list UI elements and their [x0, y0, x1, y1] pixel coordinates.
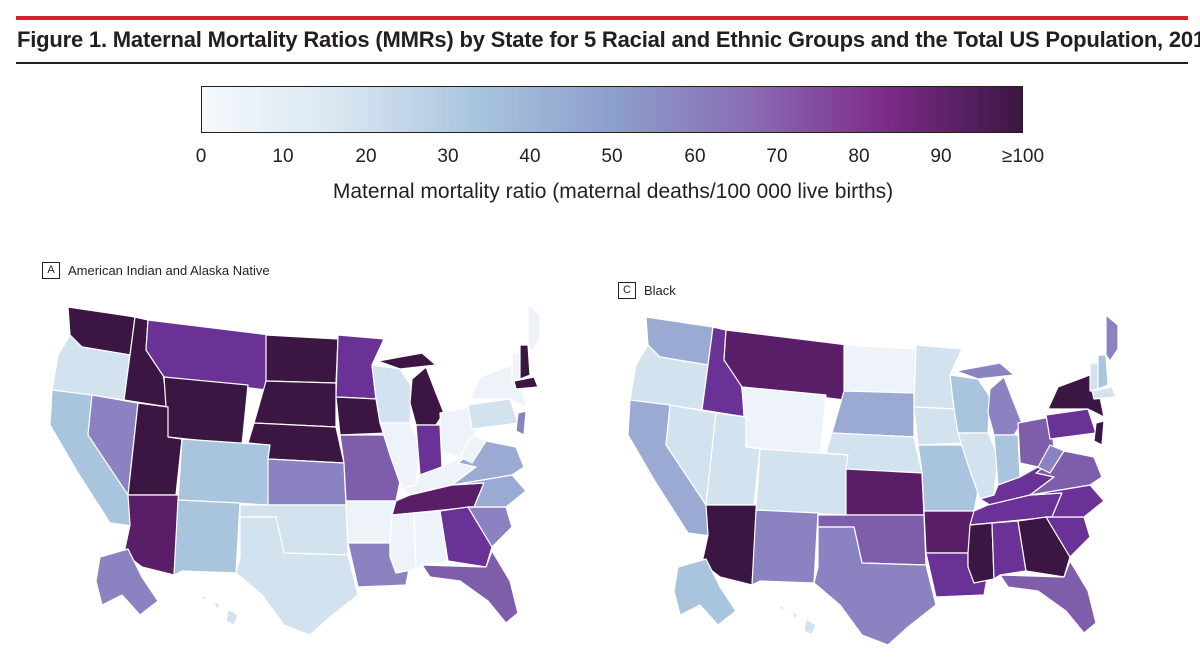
state-wy — [741, 386, 827, 456]
scale-tick-label: 40 — [519, 146, 541, 167]
state-ak — [95, 548, 159, 616]
color-scale-bar — [201, 86, 1023, 133]
state-pa — [467, 398, 519, 430]
state-hi — [199, 594, 239, 626]
scale-tick-label: 80 — [848, 146, 870, 167]
state-in — [415, 424, 443, 476]
state-wv — [459, 434, 487, 464]
state-wv — [1037, 444, 1065, 474]
us-map-american-indian-alaska-native — [49, 304, 540, 635]
figure-title: Figure 1. Maternal Mortality Ratios (MMR… — [17, 27, 1200, 52]
state-pa — [1045, 408, 1097, 440]
state-ar — [923, 510, 975, 554]
state-nh — [1097, 354, 1109, 390]
state-ks — [845, 468, 925, 516]
state-co — [177, 438, 271, 506]
state-va — [451, 440, 525, 486]
header-accent-bar — [16, 16, 1188, 20]
state-fl — [999, 560, 1097, 634]
state-nm — [751, 509, 819, 586]
state-ar — [345, 500, 397, 544]
state-nm — [173, 499, 241, 576]
state-ms — [389, 512, 417, 574]
state-sd — [253, 380, 337, 428]
state-tx — [813, 526, 937, 645]
state-ga — [439, 506, 493, 568]
scale-tick-label: 60 — [684, 146, 706, 167]
panel-a-letter: A — [42, 262, 60, 279]
panel-a-label: A American Indian and Alaska Native — [42, 262, 270, 279]
state-wi — [371, 364, 413, 424]
state-ma — [1091, 386, 1117, 400]
us-map-black — [627, 314, 1118, 645]
scale-tick-label: 90 — [930, 146, 952, 167]
state-nd — [265, 334, 339, 384]
state-me — [1105, 314, 1118, 362]
state-nh — [519, 344, 531, 380]
state-wi — [949, 374, 991, 434]
state-nj — [1093, 420, 1105, 446]
panel-c-label: C Black — [618, 282, 676, 299]
state-nd — [843, 344, 917, 394]
state-hi — [777, 604, 817, 636]
state-al — [413, 510, 449, 570]
state-nc — [1029, 484, 1105, 518]
state-ma — [513, 376, 539, 390]
panel-c-title: Black — [644, 283, 676, 298]
scale-tick-label: 50 — [601, 146, 623, 167]
panel-a-title: American Indian and Alaska Native — [68, 263, 270, 278]
scale-tick-label: 10 — [272, 146, 294, 167]
color-scale-title: Maternal mortality ratio (maternal death… — [332, 180, 894, 203]
state-sd — [831, 390, 915, 438]
state-ms — [967, 522, 995, 584]
state-co — [755, 448, 849, 516]
scale-tick-label: 30 — [437, 146, 459, 167]
scale-tick-label: ≥100 — [1001, 146, 1045, 167]
scale-tick-label: 20 — [355, 146, 377, 167]
state-tx — [235, 516, 359, 635]
state-ak — [673, 558, 737, 626]
scale-tick-label: 0 — [195, 146, 207, 167]
state-nc — [451, 474, 527, 508]
state-ga — [1017, 516, 1071, 578]
scale-tick-label: 70 — [766, 146, 788, 167]
state-ks — [267, 458, 347, 506]
state-in — [993, 434, 1021, 486]
state-al — [991, 520, 1027, 580]
state-vt — [511, 352, 521, 382]
state-va — [1029, 450, 1103, 496]
panel-c-letter: C — [618, 282, 636, 299]
title-rule — [16, 62, 1188, 64]
state-me — [527, 304, 540, 352]
state-fl — [421, 550, 519, 624]
state-wy — [163, 376, 249, 446]
state-nj — [515, 410, 527, 436]
state-vt — [1089, 362, 1099, 392]
